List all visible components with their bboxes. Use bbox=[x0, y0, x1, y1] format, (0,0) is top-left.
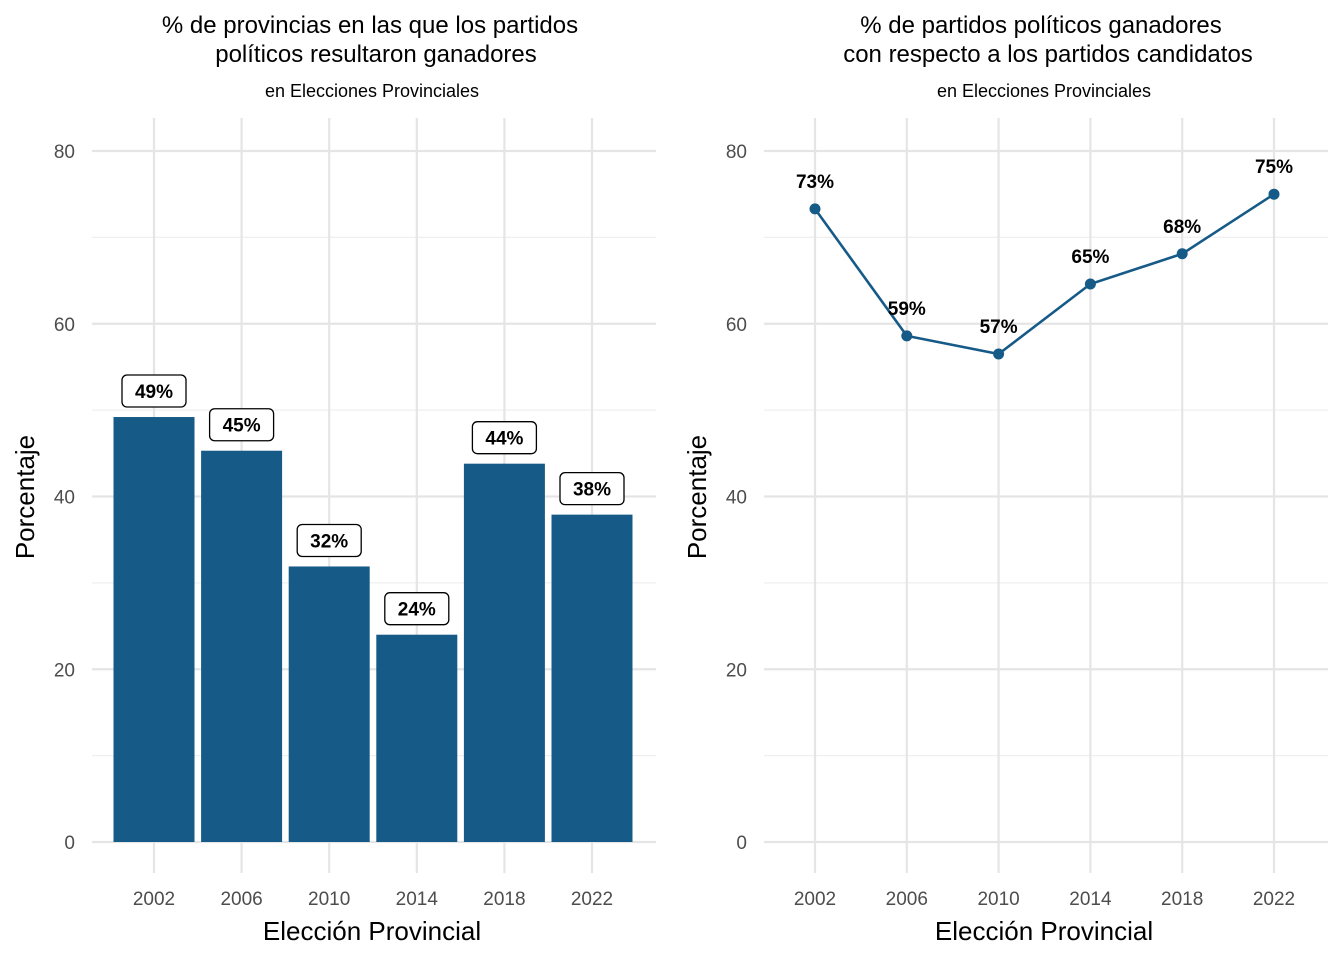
data-point bbox=[1176, 248, 1188, 260]
data-label-box bbox=[559, 471, 625, 506]
x-tick-label: 2018 bbox=[483, 889, 525, 910]
data-label: 32% bbox=[310, 531, 348, 552]
y-axis-title: Porcentaje bbox=[682, 435, 712, 559]
x-tick-label: 2022 bbox=[1253, 889, 1295, 910]
series-line bbox=[813, 193, 1275, 356]
data-point bbox=[1084, 278, 1096, 290]
x-tick-label: 2006 bbox=[220, 889, 262, 910]
bar bbox=[113, 417, 195, 842]
chart-marks bbox=[113, 417, 633, 842]
x-axis-title: Elección Provincial bbox=[935, 916, 1153, 946]
y-tick-label: 80 bbox=[54, 142, 75, 163]
bar bbox=[376, 634, 458, 842]
bar bbox=[463, 463, 545, 842]
x-tick-labels: 2002 2006 2010 2014 2018 2022 bbox=[794, 889, 1295, 910]
data-label: 75% bbox=[1255, 157, 1293, 178]
x-axis-title: Elección Provincial bbox=[263, 916, 481, 946]
data-label-box bbox=[471, 421, 538, 455]
bar bbox=[288, 566, 370, 842]
grid-lines bbox=[764, 118, 1328, 873]
bar bbox=[201, 450, 283, 842]
data-point bbox=[1268, 188, 1280, 200]
x-tick-label: 2006 bbox=[886, 889, 928, 910]
y-axis-title: Porcentaje bbox=[10, 435, 40, 559]
chart-subtitle: en Elecciones Provinciales bbox=[937, 81, 1151, 101]
y-tick-label: 20 bbox=[54, 660, 75, 681]
y-tick-label: 20 bbox=[726, 660, 747, 681]
data-label-box bbox=[384, 592, 450, 626]
data-label: 49% bbox=[135, 382, 173, 403]
data-labels: 73% 59% 57% 65% 68% 75% bbox=[796, 157, 1293, 338]
x-tick-label: 2018 bbox=[1161, 889, 1203, 910]
data-point bbox=[901, 330, 913, 342]
data-label: 59% bbox=[888, 299, 926, 320]
data-point bbox=[993, 348, 1005, 360]
data-label: 57% bbox=[980, 317, 1018, 338]
data-label: 65% bbox=[1071, 247, 1109, 268]
data-labels: 49% 45% 32% 24% 44% 38% bbox=[121, 374, 625, 626]
x-tick-label: 2002 bbox=[794, 889, 836, 910]
y-tick-label: 40 bbox=[726, 488, 747, 509]
y-tick-label: 60 bbox=[54, 315, 75, 336]
x-tick-label: 2014 bbox=[1069, 889, 1112, 910]
data-label-box bbox=[121, 374, 187, 408]
y-tick-label: 40 bbox=[54, 488, 75, 509]
chart-title-line2: políticos resultaron ganadores bbox=[215, 41, 537, 68]
data-label-box bbox=[208, 408, 275, 442]
chart-title: % de provincias en las que los partidos bbox=[162, 12, 578, 39]
y-tick-labels: 0 20 40 60 80 bbox=[54, 142, 75, 854]
chart-subtitle: en Elecciones Provinciales bbox=[265, 81, 479, 101]
data-label: 73% bbox=[796, 172, 834, 193]
data-label-box bbox=[296, 523, 362, 558]
chart-title: % de partidos políticos ganadores bbox=[860, 12, 1222, 39]
chart-title-line2: con respecto a los partidos candidatos bbox=[843, 41, 1253, 68]
x-tick-label: 2010 bbox=[977, 889, 1019, 910]
x-tick-label: 2010 bbox=[308, 889, 350, 910]
line-chart-panel: 73% 59% 57% 65% 68% 75% % de partidos polític… bbox=[682, 12, 1328, 946]
data-label: 38% bbox=[573, 480, 611, 501]
x-tick-label: 2022 bbox=[571, 889, 613, 910]
x-tick-label: 2002 bbox=[133, 889, 175, 910]
data-label: 44% bbox=[485, 429, 523, 450]
y-tick-label: 60 bbox=[726, 315, 747, 336]
y-tick-label: 0 bbox=[736, 833, 747, 854]
data-label: 24% bbox=[398, 600, 436, 621]
y-tick-labels: 0 20 40 60 80 bbox=[726, 142, 747, 854]
data-point bbox=[809, 203, 821, 215]
x-tick-label: 2014 bbox=[396, 889, 439, 910]
y-tick-label: 80 bbox=[726, 142, 747, 163]
chart-marks bbox=[809, 188, 1280, 360]
y-tick-label: 0 bbox=[64, 833, 75, 854]
bar bbox=[551, 514, 633, 842]
bar-chart-panel: 49% 45% 32% 24% 44% 38% % de provincias en la… bbox=[10, 12, 656, 946]
data-label: 45% bbox=[223, 416, 261, 437]
x-tick-labels: 2002 2006 2010 2014 2018 2022 bbox=[133, 889, 613, 910]
data-label: 68% bbox=[1163, 217, 1201, 238]
